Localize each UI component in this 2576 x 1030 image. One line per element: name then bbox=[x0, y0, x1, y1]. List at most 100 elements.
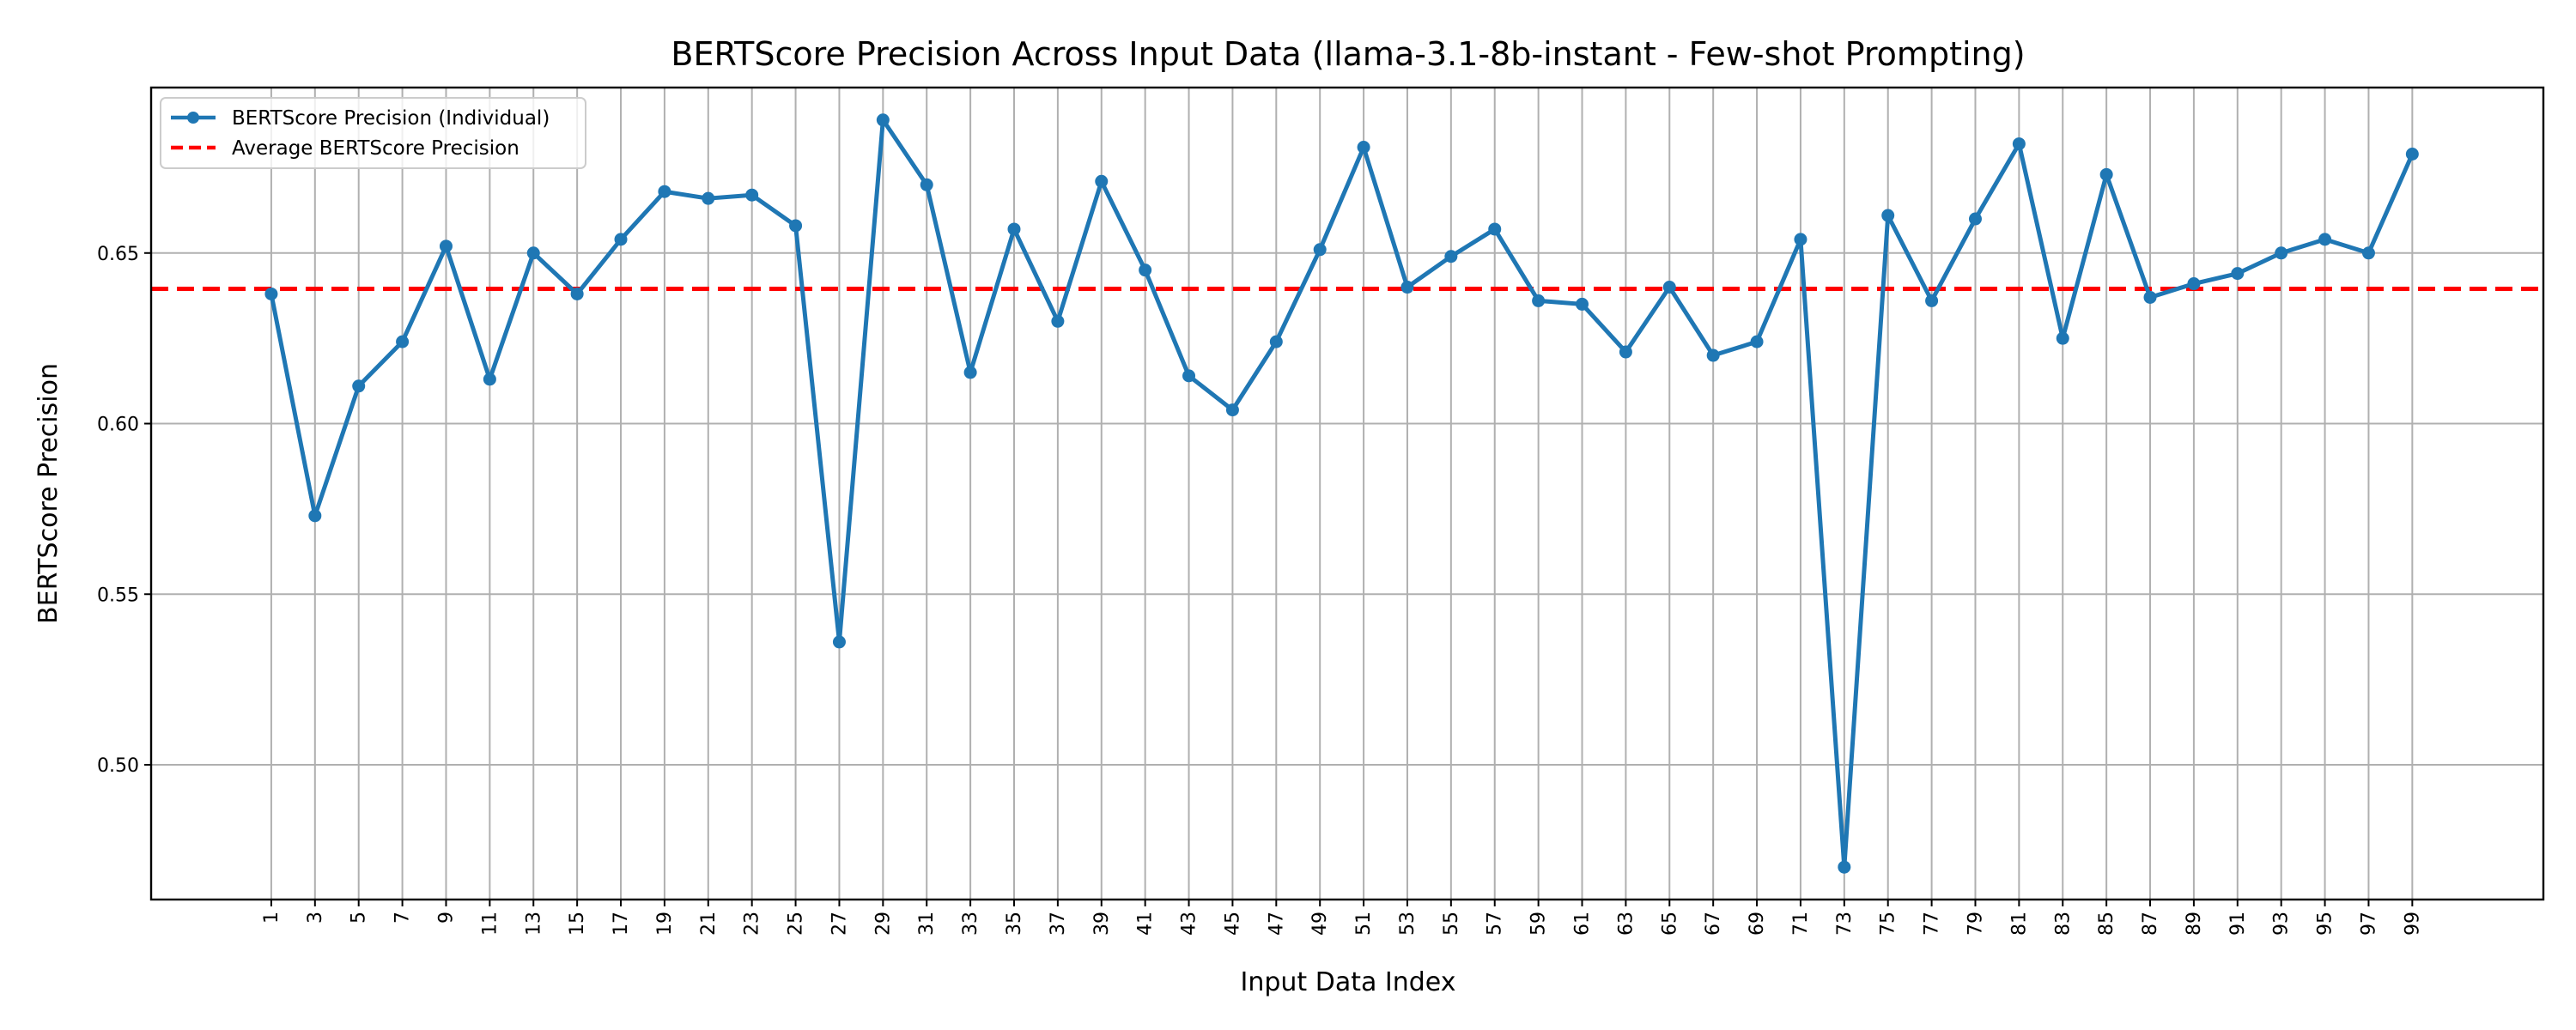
data-point bbox=[1139, 264, 1152, 277]
x-tick-label: 85 bbox=[2096, 912, 2117, 936]
data-point bbox=[439, 239, 453, 253]
x-tick-label: 61 bbox=[1572, 912, 1594, 936]
x-tick-label: 99 bbox=[2402, 912, 2423, 936]
x-tick-label: 53 bbox=[1397, 912, 1419, 936]
x-tick-label: 41 bbox=[1135, 912, 1157, 936]
data-point bbox=[2318, 233, 2332, 246]
x-tick-label: 37 bbox=[1048, 912, 1069, 936]
data-point bbox=[1182, 369, 1196, 383]
data-point bbox=[614, 233, 628, 246]
x-tick-label: 89 bbox=[2184, 912, 2205, 936]
data-point bbox=[570, 287, 584, 300]
data-point bbox=[1095, 174, 1109, 188]
x-tick-label: 47 bbox=[1266, 912, 1287, 936]
data-point bbox=[396, 335, 410, 348]
x-axis: 1 3 5 7 9 11 13 15 17 19 21 23 25 27 29 31 33 35 37 39 41 43 4… bbox=[261, 900, 2423, 936]
data-point bbox=[1706, 348, 1720, 362]
data-point bbox=[2187, 277, 2201, 291]
legend-box bbox=[160, 97, 586, 169]
x-tick-label: 97 bbox=[2358, 912, 2379, 936]
x-tick-label: 81 bbox=[2008, 912, 2030, 936]
y-axis-label: BERTScore Precision bbox=[33, 363, 64, 624]
x-tick-label: 59 bbox=[1528, 912, 1550, 936]
data-point bbox=[1968, 212, 1982, 226]
data-point bbox=[658, 185, 671, 198]
data-point bbox=[1750, 335, 1764, 348]
x-tick-label: 51 bbox=[1353, 912, 1375, 936]
series-group bbox=[264, 113, 2419, 874]
x-tick-label: 17 bbox=[611, 912, 632, 936]
data-point bbox=[2099, 167, 2113, 181]
x-tick-label: 93 bbox=[2271, 912, 2293, 936]
legend-marker-individual bbox=[187, 112, 199, 124]
data-point bbox=[483, 373, 496, 386]
data-point bbox=[1313, 243, 1327, 257]
y-tick-label: 0.65 bbox=[97, 244, 139, 265]
data-point bbox=[2143, 290, 2157, 304]
grid bbox=[151, 88, 2543, 900]
data-point bbox=[1269, 335, 1283, 348]
x-tick-label: 35 bbox=[1004, 912, 1025, 936]
data-point bbox=[702, 191, 715, 205]
data-point bbox=[920, 178, 933, 191]
data-point bbox=[1051, 314, 1065, 328]
data-point bbox=[1925, 294, 1939, 307]
x-tick-label: 21 bbox=[698, 912, 720, 936]
x-tick-label: 33 bbox=[960, 912, 981, 936]
x-tick-label: 9 bbox=[435, 912, 457, 924]
data-point bbox=[1576, 297, 1589, 311]
data-point bbox=[1838, 860, 1851, 874]
data-point bbox=[2361, 246, 2375, 260]
data-point bbox=[832, 635, 846, 649]
x-tick-label: 49 bbox=[1309, 912, 1331, 936]
x-tick-label: 3 bbox=[305, 912, 326, 924]
x-tick-label: 87 bbox=[2140, 912, 2161, 936]
x-tick-label: 13 bbox=[523, 912, 544, 936]
x-tick-label: 95 bbox=[2315, 912, 2336, 936]
y-tick-label: 0.55 bbox=[97, 585, 139, 606]
x-tick-label: 73 bbox=[1834, 912, 1856, 936]
x-tick-label: 27 bbox=[829, 912, 850, 936]
data-point bbox=[1444, 250, 1458, 264]
x-tick-label: 67 bbox=[1703, 912, 1724, 936]
data-point bbox=[745, 188, 759, 202]
x-tick-label: 15 bbox=[567, 912, 588, 936]
x-tick-label: 55 bbox=[1441, 912, 1462, 936]
x-tick-label: 11 bbox=[479, 912, 501, 936]
x-tick-label: 43 bbox=[1179, 912, 1200, 936]
x-tick-label: 1 bbox=[261, 912, 283, 924]
legend-label-average: Average BERTScore Precision bbox=[232, 137, 519, 160]
x-tick-label: 25 bbox=[786, 912, 807, 936]
data-point bbox=[1532, 294, 1546, 307]
data-point bbox=[308, 509, 322, 523]
data-point bbox=[526, 246, 540, 260]
chart-title: BERTScore Precision Across Input Data (l… bbox=[671, 35, 2025, 73]
x-tick-label: 7 bbox=[392, 912, 414, 924]
x-tick-label: 19 bbox=[654, 912, 676, 936]
data-point bbox=[789, 219, 803, 233]
data-point bbox=[1007, 222, 1021, 236]
data-point bbox=[1794, 233, 1807, 246]
data-point bbox=[1662, 281, 1676, 294]
x-tick-label: 57 bbox=[1485, 912, 1506, 936]
x-axis-label: Input Data Index bbox=[1241, 967, 1456, 997]
data-point bbox=[1400, 281, 1414, 294]
data-point bbox=[1881, 209, 1895, 222]
data-point bbox=[2231, 267, 2245, 281]
data-point bbox=[2275, 246, 2288, 260]
data-point bbox=[2405, 148, 2419, 161]
data-point bbox=[876, 113, 890, 127]
x-tick-label: 77 bbox=[1922, 912, 1943, 936]
x-tick-label: 91 bbox=[2227, 912, 2249, 936]
legend-label-individual: BERTScore Precision (Individual) bbox=[232, 107, 550, 130]
x-tick-label: 31 bbox=[916, 912, 938, 936]
data-point bbox=[264, 287, 278, 300]
data-point bbox=[963, 366, 977, 379]
x-tick-label: 23 bbox=[742, 912, 763, 936]
data-point bbox=[1619, 345, 1632, 359]
legend: BERTScore Precision (Individual) Average… bbox=[160, 97, 586, 169]
x-tick-label: 39 bbox=[1091, 912, 1113, 936]
data-point bbox=[352, 379, 366, 393]
y-axis: 0.50 0.55 0.60 0.65 bbox=[97, 244, 151, 777]
